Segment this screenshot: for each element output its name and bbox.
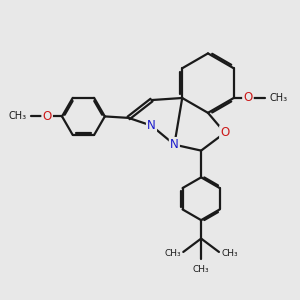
Text: O: O	[243, 92, 253, 104]
Text: CH₃: CH₃	[9, 111, 27, 122]
Text: O: O	[43, 110, 52, 123]
Text: O: O	[220, 126, 230, 139]
Text: CH₃: CH₃	[164, 249, 181, 258]
Text: CH₃: CH₃	[221, 249, 238, 258]
Text: CH₃: CH₃	[193, 265, 209, 274]
Text: N: N	[147, 119, 156, 132]
Text: N: N	[170, 138, 179, 151]
Text: CH₃: CH₃	[269, 93, 287, 103]
